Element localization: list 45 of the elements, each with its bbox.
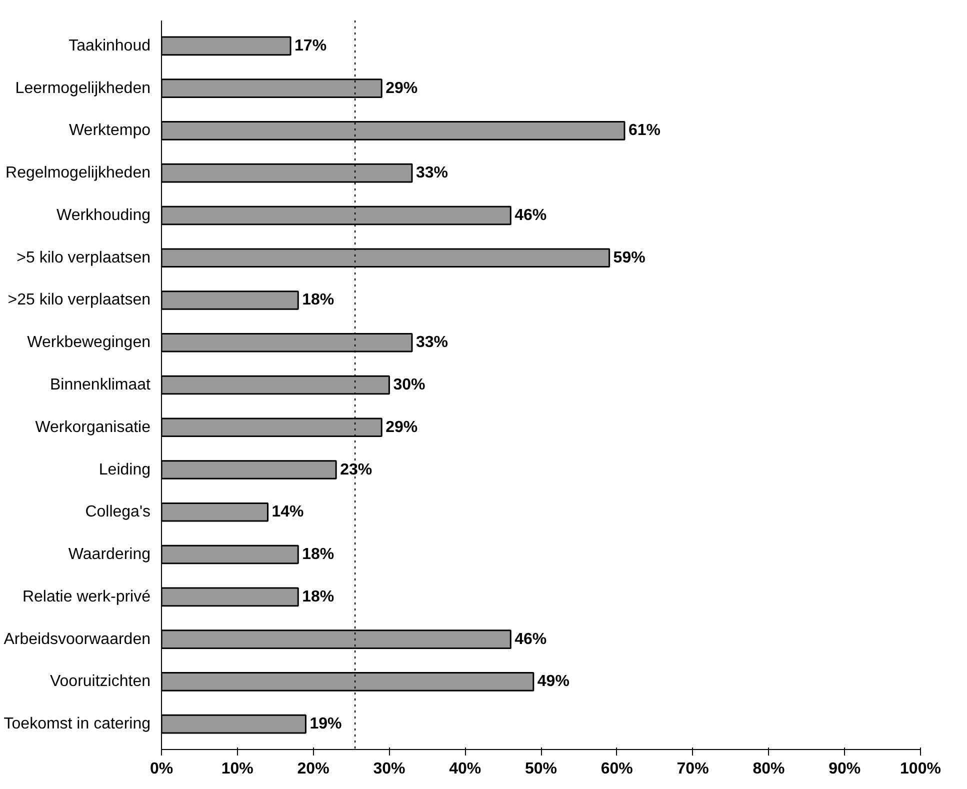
- y-tick-label: Regelmogelijkheden: [6, 164, 150, 182]
- x-tick-label: 80%: [752, 760, 785, 778]
- data-label: 59%: [613, 249, 646, 266]
- x-tick-label: 60%: [600, 760, 633, 778]
- data-label: 18%: [302, 588, 334, 606]
- data-label: 14%: [272, 504, 304, 521]
- y-tick-label: Binnenklimaat: [50, 376, 152, 394]
- x-tick-label: 70%: [676, 760, 709, 778]
- data-label: 33%: [416, 334, 448, 352]
- x-tick-label: 30%: [373, 760, 406, 778]
- data-label: 17%: [294, 37, 327, 54]
- y-tick-label: Werkbewegingen: [27, 334, 151, 352]
- y-tick-label: >25 kilo verplaatsen: [8, 292, 151, 309]
- y-tick-label: Werktempo: [68, 122, 151, 140]
- data-label: 33%: [416, 164, 448, 182]
- data-label: 49%: [537, 673, 570, 690]
- x-tick-label: 40%: [449, 760, 482, 778]
- y-tick-label: Werkhouding: [56, 206, 150, 224]
- data-label: 18%: [302, 292, 334, 309]
- data-label: 30%: [393, 376, 426, 394]
- x-tick-label: 10%: [221, 760, 254, 778]
- y-tick-label: Vooruitzichten: [50, 673, 151, 690]
- y-tick-label: Leermogelijkheden: [15, 80, 150, 97]
- y-tick-label: Relatie werk-privé: [22, 588, 151, 606]
- x-tick-label: 50%: [524, 760, 558, 778]
- data-label: 18%: [302, 546, 334, 564]
- y-tick-label: >5 kilo verplaatsen: [16, 249, 150, 266]
- x-tick-label: 90%: [828, 760, 861, 778]
- x-tick-label: 0%: [150, 760, 174, 778]
- data-label: 23%: [340, 461, 372, 478]
- data-label: 46%: [514, 206, 547, 224]
- data-label: 61%: [628, 122, 661, 140]
- x-tick-label: 20%: [297, 760, 330, 778]
- x-tick-label: 100%: [900, 760, 941, 778]
- y-tick-label: Arbeidsvoorwaarden: [4, 630, 150, 648]
- y-tick-label: Taakinhoud: [68, 37, 150, 54]
- data-label: 19%: [310, 716, 342, 733]
- y-tick-label: Waardering: [68, 546, 150, 564]
- y-tick-label: Leiding: [98, 461, 151, 478]
- y-tick-label: Toekomst in catering: [4, 716, 150, 733]
- y-tick-label: Werkorganisatie: [35, 418, 151, 436]
- data-label: 46%: [514, 630, 547, 648]
- data-label: 29%: [386, 418, 418, 436]
- y-tick-label: Collega's: [85, 504, 150, 521]
- data-label: 29%: [386, 80, 418, 97]
